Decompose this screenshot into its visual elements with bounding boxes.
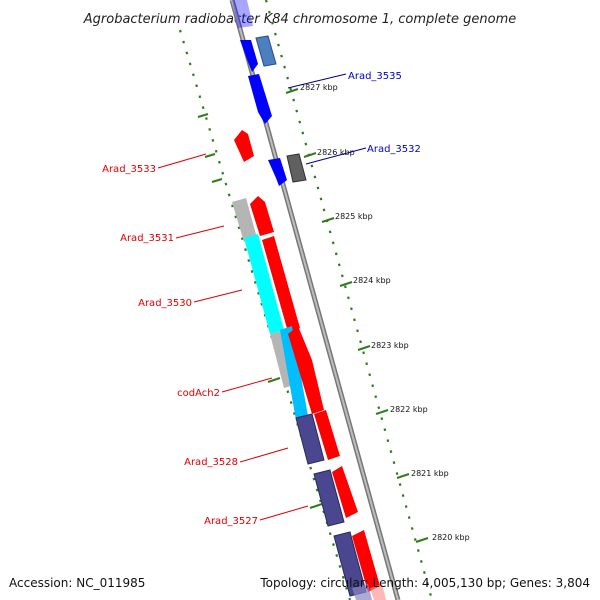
tick-label: 2823 kbp [371, 341, 409, 350]
gene-arrow[interactable] [288, 326, 324, 414]
connector-line [221, 377, 273, 393]
gene-arrow[interactable] [255, 35, 277, 67]
ruler-labels: 2827 kbp 2826 kbp 2825 kbp 2824 kbp 2823… [300, 83, 470, 542]
tick-label: 2820 kbp [432, 533, 470, 542]
gene-arrow[interactable] [280, 326, 308, 420]
connector-line [259, 505, 309, 521]
gene-label[interactable]: Arad_3528 [184, 457, 238, 468]
gene-arrow[interactable] [232, 198, 257, 242]
gene-arrow[interactable] [250, 196, 274, 236]
ruler-tick [339, 281, 353, 287]
gene-label[interactable]: Arad_3533 [102, 164, 156, 175]
gene-labels: Arad_3535 Arad_3532 Arad_3533 Arad_3531 … [102, 71, 421, 527]
ruler-tick [303, 152, 317, 158]
gene-arrow[interactable] [240, 40, 258, 72]
ruler-tick [375, 409, 389, 415]
ruler-tick [197, 113, 209, 118]
gene-arrow[interactable] [234, 130, 254, 162]
ruler-ticks [197, 88, 429, 543]
connector-line [175, 225, 225, 239]
gene-label[interactable]: Arad_3535 [348, 71, 402, 82]
gene-arrow[interactable] [268, 158, 287, 186]
gene-arrow[interactable] [352, 584, 372, 600]
tick-label: 2821 kbp [411, 469, 449, 478]
gene-label[interactable]: Arad_3530 [138, 298, 192, 309]
forward-strand-features [232, 0, 307, 186]
genome-summary-text: Topology: circular; Length: 4,005,130 bp… [259, 576, 590, 590]
ruler-tick [309, 503, 323, 509]
gene-arrow[interactable] [332, 466, 358, 518]
gene-arrow[interactable] [244, 234, 284, 334]
gene-arrow[interactable] [370, 584, 386, 600]
ruler-tick [204, 153, 216, 158]
label-connectors [157, 73, 367, 521]
gene-arrow[interactable] [314, 410, 340, 460]
gene-label[interactable]: Arad_3527 [204, 516, 258, 527]
gene-arrow[interactable] [295, 413, 325, 465]
gene-label[interactable]: Arad_3531 [120, 233, 174, 244]
ruler-line-outer [264, 0, 434, 600]
ruler-tick [211, 178, 223, 183]
gene-label[interactable]: codAch2 [177, 388, 220, 399]
map-title: Agrobacterium radiobacter K84 chromosome… [83, 12, 516, 27]
connector-line [305, 147, 367, 165]
ruler-tick [357, 345, 371, 351]
ruler-tick [321, 217, 335, 223]
connector-line [287, 73, 347, 89]
gene-arrow[interactable] [352, 530, 380, 592]
connector-line [157, 153, 207, 169]
tick-label: 2826 kbp [317, 148, 355, 157]
tick-label: 2824 kbp [353, 276, 391, 285]
ruler-tick [267, 377, 281, 383]
gene-arrow[interactable] [232, 0, 253, 28]
gene-arrow[interactable] [313, 469, 345, 527]
reverse-strand-features [232, 130, 386, 600]
tick-label: 2827 kbp [300, 83, 338, 92]
gene-arrow[interactable] [286, 153, 307, 183]
ruler-tick [415, 537, 429, 543]
tick-label: 2822 kbp [390, 405, 428, 414]
accession-text: Accession: NC_011985 [9, 576, 145, 590]
ruler-tick [285, 88, 299, 94]
connector-line [239, 447, 289, 463]
ruler-tick [396, 473, 410, 479]
gene-arrow[interactable] [262, 236, 300, 332]
gene-arrow[interactable] [248, 74, 272, 124]
tick-label: 2825 kbp [335, 212, 373, 221]
gene-label[interactable]: Arad_3532 [367, 144, 421, 155]
connector-line [193, 289, 243, 303]
